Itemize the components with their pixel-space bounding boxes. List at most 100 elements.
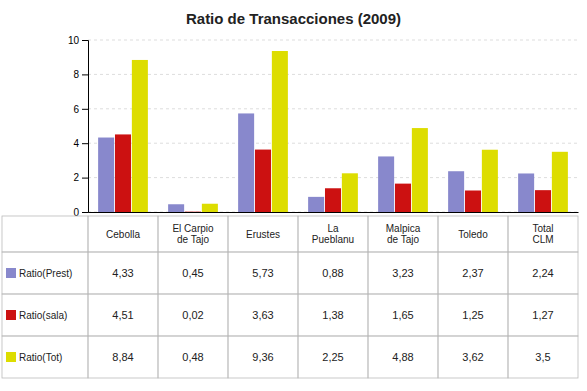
bar [115, 134, 131, 212]
table-value: 0,88 [322, 267, 343, 279]
table-value: 4,88 [392, 351, 413, 363]
table-cell [508, 252, 578, 294]
category-label: TotalCLM [532, 223, 553, 245]
legend-label: Ratio(sala) [19, 310, 67, 321]
table-cell [88, 294, 158, 336]
bar [272, 51, 288, 212]
tick: 10 [68, 35, 88, 46]
legend-swatch [6, 268, 16, 278]
table-cell [88, 216, 158, 252]
table-cell [298, 294, 368, 336]
bar [378, 156, 394, 212]
legend-label: Ratio(Tot) [19, 352, 62, 363]
table-cell [368, 216, 438, 252]
bar [465, 191, 481, 213]
table-value: 0,48 [182, 351, 203, 363]
tick-mark [82, 74, 88, 75]
y-axis-line [82, 41, 89, 213]
table-cell [368, 252, 438, 294]
category-label: El Carpiode Tajo [172, 223, 214, 245]
tick-label: 2 [73, 172, 79, 183]
table-value: 1,25 [462, 309, 483, 321]
legend-swatch [6, 352, 16, 362]
tick-label: 4 [73, 138, 79, 149]
grid [88, 40, 578, 212]
table-value: 1,65 [392, 309, 413, 321]
category-label: Cebolla [106, 229, 140, 240]
table-value: 1,27 [532, 309, 553, 321]
table-value: 3,63 [252, 309, 273, 321]
table-cell [298, 336, 368, 378]
tick-mark [82, 40, 88, 41]
table-cell [228, 294, 298, 336]
tick: 4 [73, 138, 88, 149]
table-value: 4,51 [112, 309, 133, 321]
table-value: 9,36 [252, 351, 273, 363]
bar [448, 171, 464, 212]
table-cell [228, 252, 298, 294]
grid-line [88, 177, 578, 178]
table-cell [228, 216, 298, 252]
table: Cebolla El Carpiode Tajo Erustes LaPueblanu… [2, 216, 578, 378]
bar [185, 211, 201, 212]
legend-swatch [6, 310, 16, 320]
bar [482, 150, 498, 212]
table-cell [158, 294, 228, 336]
category-label: Malpicade Tajo [386, 223, 421, 245]
table-value: 1,38 [322, 309, 343, 321]
tick-label: 8 [73, 69, 79, 80]
grid-line [88, 40, 578, 41]
tick: 8 [73, 69, 88, 80]
table-cell [438, 336, 508, 378]
x-axis [89, 212, 579, 213]
table-cell [368, 336, 438, 378]
category-label: LaPueblanu [312, 223, 354, 245]
table-value: 3,23 [392, 267, 413, 279]
table-value: 2,24 [532, 267, 553, 279]
bar [535, 190, 551, 212]
table-cell [298, 216, 368, 252]
table-cell [438, 216, 508, 252]
table-cell [438, 294, 508, 336]
tick-label: 6 [73, 104, 79, 115]
bar [412, 128, 428, 212]
table-cell [438, 252, 508, 294]
bar [238, 113, 254, 212]
bar [518, 173, 534, 212]
bar [255, 150, 271, 212]
bar [342, 173, 358, 212]
bar [168, 204, 184, 212]
title: Ratio de Transacciones (2009) [186, 10, 401, 27]
bar [395, 184, 411, 212]
grid-line [88, 108, 578, 109]
table-cell [158, 252, 228, 294]
tick-mark [82, 143, 88, 144]
bar [552, 152, 568, 212]
table-cell [2, 294, 88, 336]
bar [132, 60, 148, 212]
bars [98, 51, 568, 212]
table-cell [88, 336, 158, 378]
category-label: Toledo [458, 229, 488, 240]
tick-mark [82, 109, 88, 110]
table-value: 3,62 [462, 351, 483, 363]
table-cell [2, 336, 88, 378]
table-cell [88, 252, 158, 294]
table-cell [2, 216, 88, 252]
table-cell [508, 294, 578, 336]
bar [98, 138, 114, 212]
chart: Ratio de Transacciones (2009)0246810Cebo… [0, 0, 587, 391]
grid-line [88, 143, 578, 144]
bar [325, 188, 341, 212]
tick-mark [82, 212, 88, 213]
table-value: 4,33 [112, 267, 133, 279]
tick: 2 [73, 172, 88, 183]
category-label: Erustes [246, 229, 280, 240]
bar [202, 204, 218, 212]
tick-label: 10 [68, 35, 80, 46]
table-cell [508, 216, 578, 252]
tick: 6 [73, 104, 88, 115]
table-cell [158, 336, 228, 378]
table-cell [508, 336, 578, 378]
table-value: 8,84 [112, 351, 133, 363]
